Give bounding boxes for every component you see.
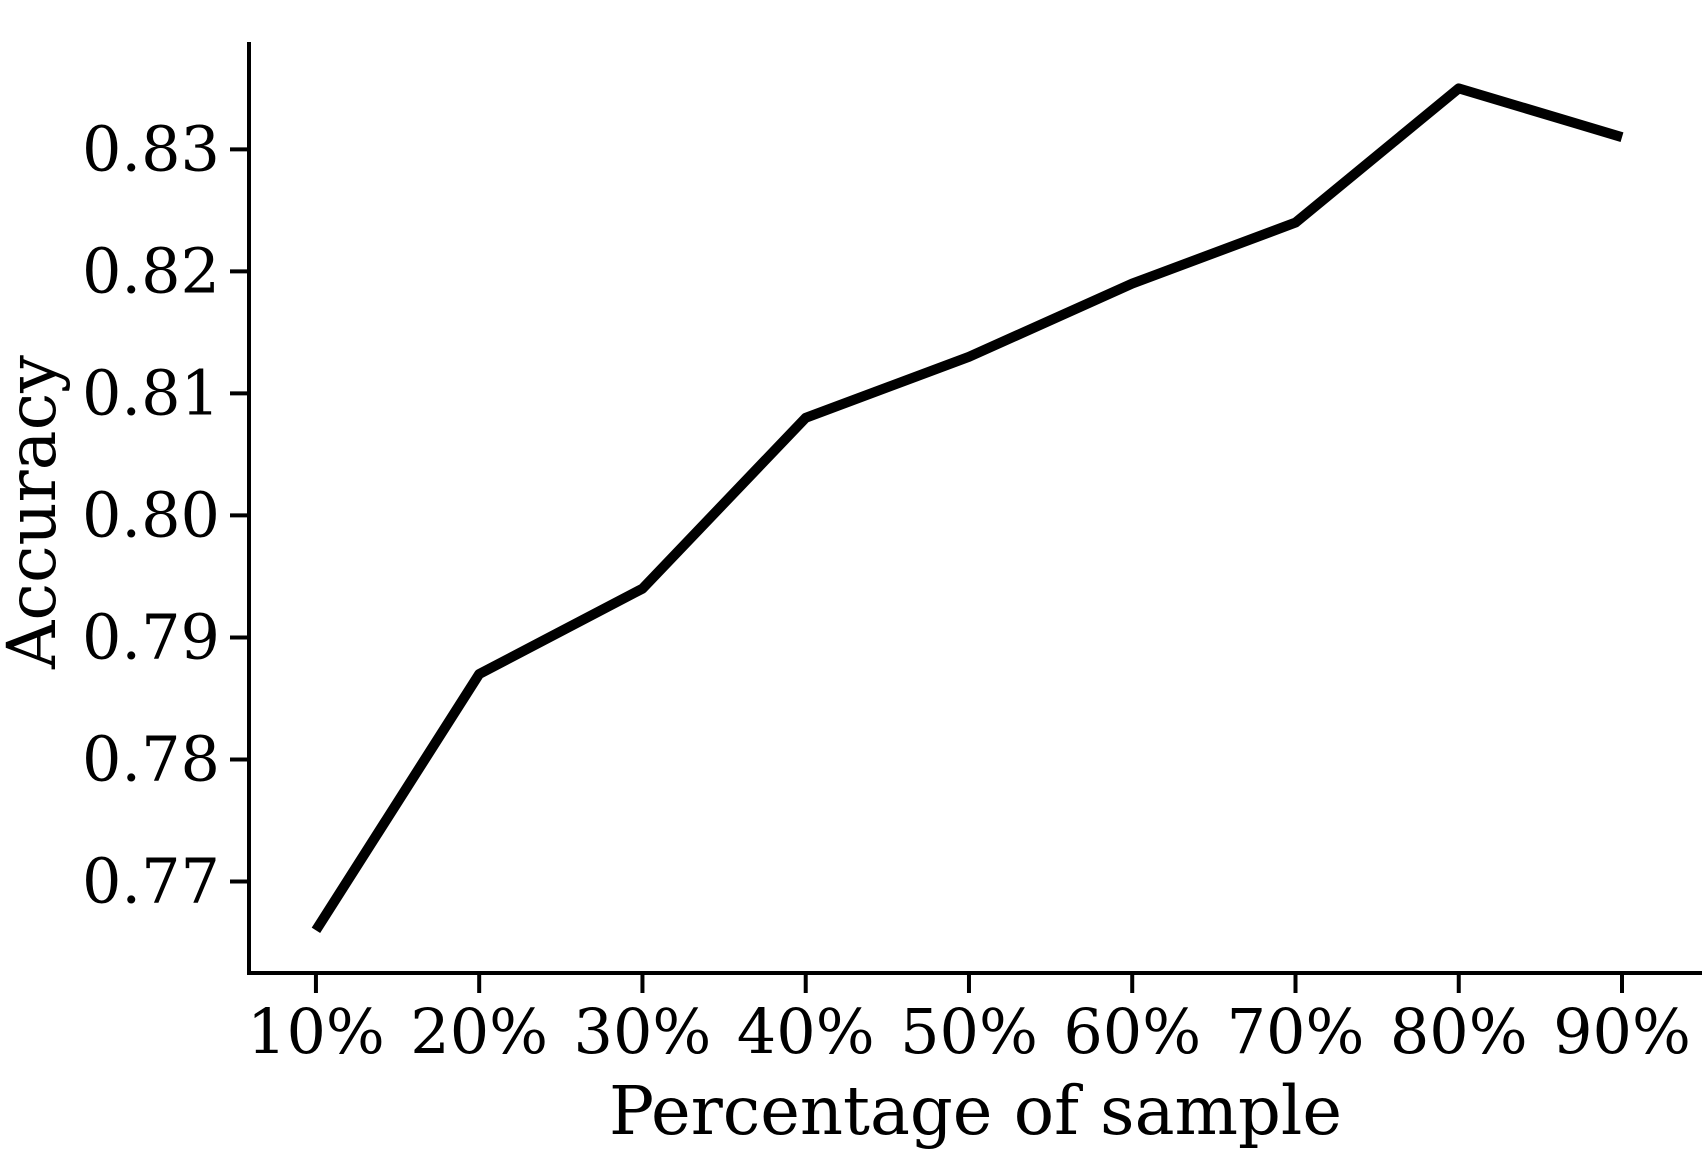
y-tick-label: 0.77	[82, 844, 220, 917]
y-tick-label: 0.81	[82, 356, 220, 429]
x-tick-label: 40%	[737, 995, 875, 1068]
y-axis-title: Accuracy	[0, 355, 71, 670]
y-tick-label: 0.80	[82, 478, 220, 551]
y-tick-label: 0.82	[82, 234, 220, 307]
accuracy-line	[311, 83, 1624, 933]
x-tick-label: 10%	[247, 995, 385, 1068]
x-tick-label: 30%	[574, 995, 712, 1068]
x-tick-label: 20%	[410, 995, 548, 1068]
y-tick-label: 0.79	[82, 600, 220, 673]
y-tick-label: 0.83	[82, 112, 220, 185]
x-tick-label: 60%	[1063, 995, 1201, 1068]
x-tick-label: 80%	[1390, 995, 1528, 1068]
x-tick-label: 90%	[1553, 995, 1691, 1068]
x-axis-title: Percentage of sample	[609, 1072, 1342, 1150]
x-tick-label: 70%	[1227, 995, 1365, 1068]
y-tick-label: 0.78	[82, 722, 220, 795]
x-tick-label: 50%	[900, 995, 1038, 1068]
